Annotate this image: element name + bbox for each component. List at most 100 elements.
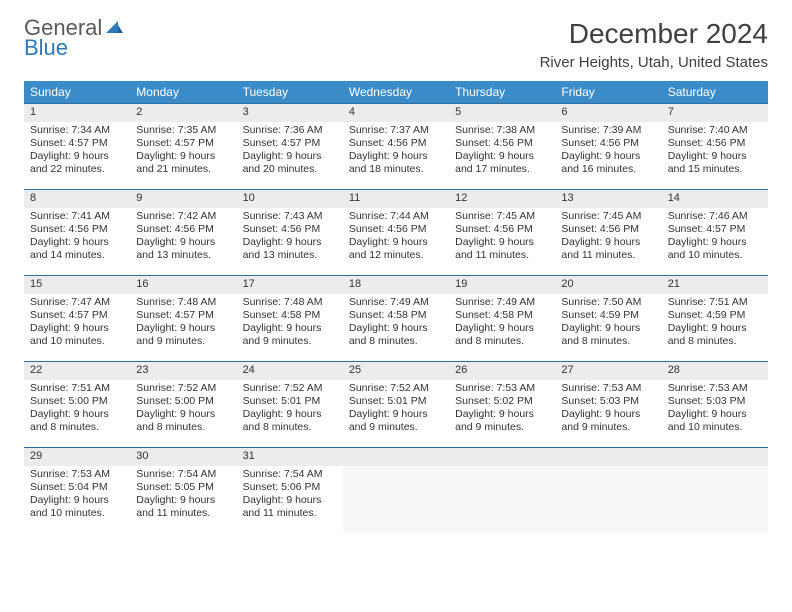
title-block: December 2024 River Heights, Utah, Unite… [540, 18, 768, 71]
daylight-text: Daylight: 9 hours and 18 minutes. [349, 150, 443, 176]
sunset-text: Sunset: 4:57 PM [30, 309, 124, 322]
calendar-week: 15Sunrise: 7:47 AMSunset: 4:57 PMDayligh… [24, 275, 768, 361]
daylight-text: Daylight: 9 hours and 17 minutes. [455, 150, 549, 176]
daylight-text: Daylight: 9 hours and 13 minutes. [243, 236, 337, 262]
calendar-day: 30Sunrise: 7:54 AMSunset: 5:05 PMDayligh… [130, 447, 236, 533]
day-number: 26 [449, 361, 555, 380]
sunrise-text: Sunrise: 7:50 AM [561, 296, 655, 309]
calendar-week: 1Sunrise: 7:34 AMSunset: 4:57 PMDaylight… [24, 103, 768, 189]
sunset-text: Sunset: 5:02 PM [455, 395, 549, 408]
sunrise-text: Sunrise: 7:52 AM [136, 382, 230, 395]
daylight-text: Daylight: 9 hours and 20 minutes. [243, 150, 337, 176]
sunset-text: Sunset: 4:58 PM [243, 309, 337, 322]
day-body: Sunrise: 7:41 AMSunset: 4:56 PMDaylight:… [24, 208, 130, 267]
day-number: 8 [24, 189, 130, 208]
sunset-text: Sunset: 4:56 PM [561, 137, 655, 150]
brand-logo: General Blue [24, 18, 124, 58]
sunset-text: Sunset: 4:56 PM [349, 223, 443, 236]
sunset-text: Sunset: 5:03 PM [668, 395, 762, 408]
day-number: 3 [237, 103, 343, 122]
sunset-text: Sunset: 5:05 PM [136, 481, 230, 494]
calendar-day: 29Sunrise: 7:53 AMSunset: 5:04 PMDayligh… [24, 447, 130, 533]
sunrise-text: Sunrise: 7:49 AM [349, 296, 443, 309]
daylight-text: Daylight: 9 hours and 9 minutes. [561, 408, 655, 434]
daylight-text: Daylight: 9 hours and 11 minutes. [243, 494, 337, 520]
daylight-text: Daylight: 9 hours and 10 minutes. [30, 322, 124, 348]
sunrise-text: Sunrise: 7:49 AM [455, 296, 549, 309]
brand-sail-icon [104, 18, 124, 38]
daylight-text: Daylight: 9 hours and 8 minutes. [30, 408, 124, 434]
sunset-text: Sunset: 5:00 PM [136, 395, 230, 408]
day-number: 31 [237, 447, 343, 466]
calendar-day: 31Sunrise: 7:54 AMSunset: 5:06 PMDayligh… [237, 447, 343, 533]
day-number: 29 [24, 447, 130, 466]
sunrise-text: Sunrise: 7:42 AM [136, 210, 230, 223]
daylight-text: Daylight: 9 hours and 14 minutes. [30, 236, 124, 262]
sunrise-text: Sunrise: 7:52 AM [243, 382, 337, 395]
calendar-day: 1Sunrise: 7:34 AMSunset: 4:57 PMDaylight… [24, 103, 130, 189]
day-number: 7 [662, 103, 768, 122]
sunrise-text: Sunrise: 7:46 AM [668, 210, 762, 223]
sunrise-text: Sunrise: 7:53 AM [668, 382, 762, 395]
sunrise-text: Sunrise: 7:48 AM [243, 296, 337, 309]
calendar-day: 8Sunrise: 7:41 AMSunset: 4:56 PMDaylight… [24, 189, 130, 275]
calendar-day: 15Sunrise: 7:47 AMSunset: 4:57 PMDayligh… [24, 275, 130, 361]
calendar-day: 11Sunrise: 7:44 AMSunset: 4:56 PMDayligh… [343, 189, 449, 275]
calendar-day: 13Sunrise: 7:45 AMSunset: 4:56 PMDayligh… [555, 189, 661, 275]
calendar-day: 6Sunrise: 7:39 AMSunset: 4:56 PMDaylight… [555, 103, 661, 189]
daylight-text: Daylight: 9 hours and 9 minutes. [136, 322, 230, 348]
daylight-text: Daylight: 9 hours and 10 minutes. [668, 236, 762, 262]
day-number: 1 [24, 103, 130, 122]
daylight-text: Daylight: 9 hours and 8 minutes. [136, 408, 230, 434]
calendar-day: 4Sunrise: 7:37 AMSunset: 4:56 PMDaylight… [343, 103, 449, 189]
sunset-text: Sunset: 5:01 PM [243, 395, 337, 408]
calendar-day [662, 447, 768, 533]
daylight-text: Daylight: 9 hours and 8 minutes. [668, 322, 762, 348]
calendar-day: 9Sunrise: 7:42 AMSunset: 4:56 PMDaylight… [130, 189, 236, 275]
calendar-day: 7Sunrise: 7:40 AMSunset: 4:56 PMDaylight… [662, 103, 768, 189]
calendar-week: 29Sunrise: 7:53 AMSunset: 5:04 PMDayligh… [24, 447, 768, 533]
day-body: Sunrise: 7:52 AMSunset: 5:01 PMDaylight:… [237, 380, 343, 439]
sunrise-text: Sunrise: 7:39 AM [561, 124, 655, 137]
sunset-text: Sunset: 4:57 PM [136, 309, 230, 322]
sunrise-text: Sunrise: 7:51 AM [668, 296, 762, 309]
day-number: 11 [343, 189, 449, 208]
sunset-text: Sunset: 4:57 PM [668, 223, 762, 236]
day-number: 17 [237, 275, 343, 294]
day-number: 6 [555, 103, 661, 122]
day-body: Sunrise: 7:53 AMSunset: 5:04 PMDaylight:… [24, 466, 130, 525]
sunset-text: Sunset: 5:03 PM [561, 395, 655, 408]
calendar-day: 19Sunrise: 7:49 AMSunset: 4:58 PMDayligh… [449, 275, 555, 361]
calendar-week: 8Sunrise: 7:41 AMSunset: 4:56 PMDaylight… [24, 189, 768, 275]
page-title: December 2024 [540, 18, 768, 50]
day-body: Sunrise: 7:39 AMSunset: 4:56 PMDaylight:… [555, 122, 661, 181]
calendar-day: 16Sunrise: 7:48 AMSunset: 4:57 PMDayligh… [130, 275, 236, 361]
calendar-day: 5Sunrise: 7:38 AMSunset: 4:56 PMDaylight… [449, 103, 555, 189]
sunrise-text: Sunrise: 7:54 AM [243, 468, 337, 481]
day-number: 21 [662, 275, 768, 294]
weekday-header: Saturday [662, 81, 768, 103]
day-body: Sunrise: 7:52 AMSunset: 5:00 PMDaylight:… [130, 380, 236, 439]
sunset-text: Sunset: 4:58 PM [455, 309, 549, 322]
day-body: Sunrise: 7:40 AMSunset: 4:56 PMDaylight:… [662, 122, 768, 181]
daylight-text: Daylight: 9 hours and 8 minutes. [561, 322, 655, 348]
daylight-text: Daylight: 9 hours and 15 minutes. [668, 150, 762, 176]
day-number: 5 [449, 103, 555, 122]
day-body: Sunrise: 7:37 AMSunset: 4:56 PMDaylight:… [343, 122, 449, 181]
calendar-day: 18Sunrise: 7:49 AMSunset: 4:58 PMDayligh… [343, 275, 449, 361]
weekday-header: Friday [555, 81, 661, 103]
day-body: Sunrise: 7:42 AMSunset: 4:56 PMDaylight:… [130, 208, 236, 267]
sunset-text: Sunset: 4:56 PM [455, 223, 549, 236]
day-body: Sunrise: 7:54 AMSunset: 5:06 PMDaylight:… [237, 466, 343, 525]
day-body: Sunrise: 7:49 AMSunset: 4:58 PMDaylight:… [449, 294, 555, 353]
calendar-day: 24Sunrise: 7:52 AMSunset: 5:01 PMDayligh… [237, 361, 343, 447]
brand-text: General Blue [24, 18, 124, 58]
sunrise-text: Sunrise: 7:38 AM [455, 124, 549, 137]
sunrise-text: Sunrise: 7:43 AM [243, 210, 337, 223]
sunset-text: Sunset: 4:59 PM [561, 309, 655, 322]
calendar-head: SundayMondayTuesdayWednesdayThursdayFrid… [24, 81, 768, 103]
sunset-text: Sunset: 5:01 PM [349, 395, 443, 408]
day-body: Sunrise: 7:34 AMSunset: 4:57 PMDaylight:… [24, 122, 130, 181]
sunrise-text: Sunrise: 7:52 AM [349, 382, 443, 395]
day-number: 23 [130, 361, 236, 380]
